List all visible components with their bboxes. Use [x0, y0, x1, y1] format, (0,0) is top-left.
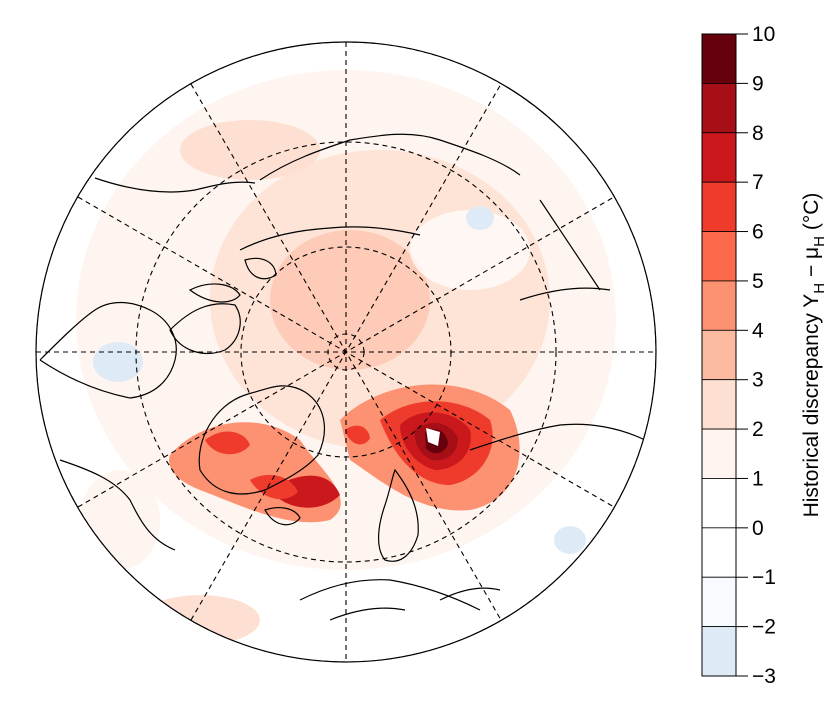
colorbar-tick-label: 2 — [752, 418, 764, 441]
colorbar-tick-label: 10 — [752, 23, 775, 46]
colorbar-tick-label: −2 — [752, 616, 776, 639]
colorbar-tick-label: −1 — [752, 566, 776, 589]
colorbar-level — [701, 231, 737, 282]
colorbar-tick-label: 1 — [752, 467, 764, 490]
colorbar-level — [701, 280, 737, 331]
colorbar-level — [701, 33, 737, 84]
colorbar-level — [701, 181, 737, 232]
colorbar-levels — [701, 33, 737, 677]
colorbar-tick-label: 6 — [752, 221, 764, 244]
colorbar-level — [701, 132, 737, 183]
cool-anomaly — [466, 206, 494, 230]
colorbar-title: Historical discrepancy YH − μH (°C) — [800, 193, 828, 518]
colorbar-tick-label: 7 — [752, 171, 764, 194]
cool-anomaly — [93, 342, 143, 382]
colorbar-tick-label: 4 — [752, 319, 764, 342]
colorbar-tick-label: 8 — [752, 122, 764, 145]
colorbar-tick-label: 5 — [752, 270, 764, 293]
colorbar-level — [701, 82, 737, 134]
colorbar-tick-label: 3 — [752, 369, 764, 392]
colorbar-level — [701, 527, 737, 578]
graticule — [36, 42, 656, 662]
colorbar-tick-label: 9 — [752, 72, 764, 95]
colorbar-tick-label: 0 — [752, 517, 764, 540]
colorbar-level — [701, 329, 737, 381]
colorbar-level — [701, 576, 737, 628]
map-border — [35, 41, 657, 663]
missing-data-patch — [426, 428, 440, 446]
colorbar-tick-label: −3 — [752, 665, 776, 688]
colorbar-level — [701, 478, 737, 529]
colorbar-level — [701, 626, 737, 677]
cool-anomaly — [554, 526, 586, 554]
colorbar-level — [701, 379, 737, 430]
coastlines — [39, 133, 646, 621]
colorbar-frame — [701, 33, 737, 677]
polar-map — [35, 41, 657, 663]
colorbar-level — [701, 428, 737, 479]
